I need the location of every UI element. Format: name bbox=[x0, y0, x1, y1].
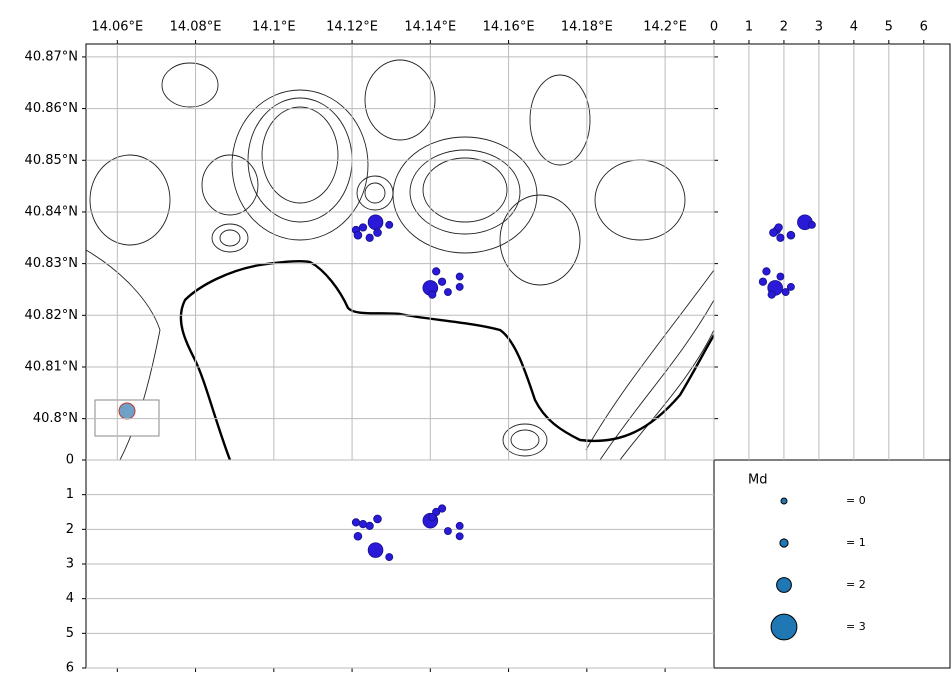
event-lat-depth bbox=[774, 223, 783, 232]
event-lat-depth bbox=[769, 228, 778, 237]
basemap bbox=[86, 59, 714, 460]
event-lat-depth bbox=[776, 233, 785, 242]
event-depth-lon bbox=[351, 518, 361, 527]
legend-label: = 1 bbox=[846, 536, 866, 549]
event-map bbox=[455, 272, 464, 281]
y-tick-label: 5 bbox=[66, 626, 74, 641]
event-depth-lon bbox=[358, 520, 368, 529]
event-map bbox=[367, 214, 384, 231]
event-depth-lon bbox=[455, 521, 464, 530]
x-tick-label: 2 bbox=[780, 20, 788, 35]
y-tick-label: 40.86°N bbox=[25, 101, 78, 116]
x-tick-label: 14.2°E bbox=[643, 20, 687, 35]
y-tick-label: 3 bbox=[66, 557, 74, 572]
event-map bbox=[385, 220, 394, 229]
event-depth-lon bbox=[437, 504, 447, 513]
x-tick-label: 14.06°E bbox=[91, 20, 143, 35]
legend-label: = 2 bbox=[846, 578, 866, 591]
x-tick-label: 14.08°E bbox=[170, 20, 222, 35]
legend-marker bbox=[779, 538, 789, 548]
event-map bbox=[432, 267, 441, 276]
event-map bbox=[455, 282, 464, 291]
event-lat-depth bbox=[786, 282, 795, 291]
event-depth-lon bbox=[455, 532, 464, 541]
event-depth-lon bbox=[373, 514, 382, 524]
legend-marker bbox=[770, 613, 798, 641]
x-tick-label: 14.16°E bbox=[483, 20, 535, 35]
event-map bbox=[353, 230, 363, 240]
event-lat-depth bbox=[807, 220, 816, 229]
y-tick-label: 40.81°N bbox=[25, 359, 78, 374]
x-tick-label: 14.12°E bbox=[326, 20, 378, 35]
event-lat-depth bbox=[762, 267, 771, 276]
legend-label: = 0 bbox=[846, 494, 866, 507]
event-map bbox=[365, 233, 374, 242]
x-tick-label: 14.18°E bbox=[561, 20, 613, 35]
map-frame bbox=[85, 43, 715, 461]
y-tick-label: 40.82°N bbox=[25, 308, 78, 323]
x-tick-label: 0 bbox=[710, 20, 718, 35]
y-tick-label: 4 bbox=[66, 591, 74, 606]
event-depth-lon bbox=[385, 553, 394, 562]
x-tick-label: 14.14°E bbox=[404, 20, 456, 35]
event-map bbox=[443, 288, 452, 296]
y-tick-label: 40.84°N bbox=[25, 204, 78, 219]
x-tick-label: 14.1°E bbox=[252, 20, 296, 35]
y-tick-label: 6 bbox=[66, 661, 74, 676]
x-tick-label: 6 bbox=[920, 20, 928, 35]
x-tick-label: 3 bbox=[815, 20, 823, 35]
event-depth-lon bbox=[353, 531, 363, 541]
legend-marker bbox=[776, 577, 792, 593]
event-depth-lon bbox=[365, 521, 374, 530]
event-lat-depth bbox=[776, 272, 785, 281]
y-tick-label: 1 bbox=[66, 487, 74, 502]
y-tick-label: 40.85°N bbox=[25, 153, 78, 168]
y-tick-label: 40.83°N bbox=[25, 256, 78, 271]
event-map bbox=[428, 290, 437, 299]
x-tick-label: 5 bbox=[885, 20, 893, 35]
event-depth-lon bbox=[367, 542, 384, 558]
y-tick-label: 2 bbox=[66, 522, 74, 537]
event-map bbox=[437, 277, 447, 286]
legend-title: Md bbox=[748, 473, 767, 488]
y-tick-label: 40.8°N bbox=[33, 411, 78, 426]
event-map bbox=[358, 223, 368, 232]
x-tick-label: 4 bbox=[850, 20, 858, 35]
event-depth-lon bbox=[443, 527, 452, 536]
event-lat-depth bbox=[786, 230, 796, 240]
legend-marker bbox=[780, 497, 788, 505]
x-tick-label: 1 bbox=[745, 20, 753, 35]
event-lat-depth bbox=[758, 277, 768, 286]
event-lat-depth bbox=[767, 290, 776, 299]
event-lat-depth bbox=[781, 288, 790, 296]
legend-frame bbox=[713, 459, 951, 669]
event-depth-lon bbox=[428, 513, 437, 522]
y-tick-label: 0 bbox=[66, 453, 74, 468]
y-tick-label: 40.87°N bbox=[25, 49, 78, 64]
legend-label: = 3 bbox=[846, 620, 866, 633]
event-map bbox=[373, 228, 382, 237]
